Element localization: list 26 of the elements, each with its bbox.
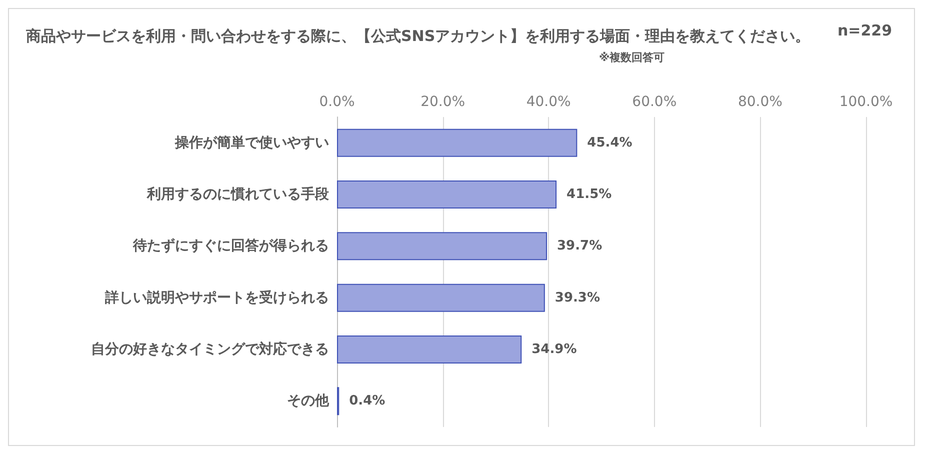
chart-title: 商品やサービスを利用・問い合わせをする際に、【公式SNSアカウント】を利用する場面・理由を教えてください。 [25, 27, 810, 45]
data-label: 45.4% [587, 135, 632, 150]
data-label: 41.5% [566, 187, 612, 202]
y-tick-label: 詳しい説明やサポートを受けられる [104, 288, 329, 306]
bar [337, 128, 578, 157]
data-label: 39.7% [557, 238, 602, 254]
y-tick-label: 利用するのに慣れている手段 [146, 186, 330, 202]
x-tick-label: 80.0% [738, 94, 782, 110]
text: ※複数回答可 [599, 51, 665, 64]
data-label: 39.3% [554, 290, 600, 306]
x-tick-label: 60.0% [632, 94, 677, 110]
data-label: 0.4% [349, 394, 386, 409]
x-tick-label: 0.0% [319, 94, 355, 110]
x-tick-label: 100.0% [839, 94, 893, 110]
bar [337, 284, 545, 312]
y-tick-label: 自分の好きなタイミングで対応できる [91, 340, 329, 358]
y-tick-label: 操作が簡単で使いやすい [174, 134, 329, 151]
data-label: 34.9% [532, 342, 577, 357]
bar [337, 232, 548, 260]
bar [337, 336, 522, 364]
x-tick-label: 20.0% [420, 94, 466, 110]
bar [337, 180, 557, 208]
x-tick-label: 40.0% [526, 94, 571, 110]
y-tick-label: 待たずにすぐに回答が得られる [132, 238, 329, 254]
text: n=229 [837, 22, 892, 40]
y-tick-label: その他 [287, 393, 330, 410]
